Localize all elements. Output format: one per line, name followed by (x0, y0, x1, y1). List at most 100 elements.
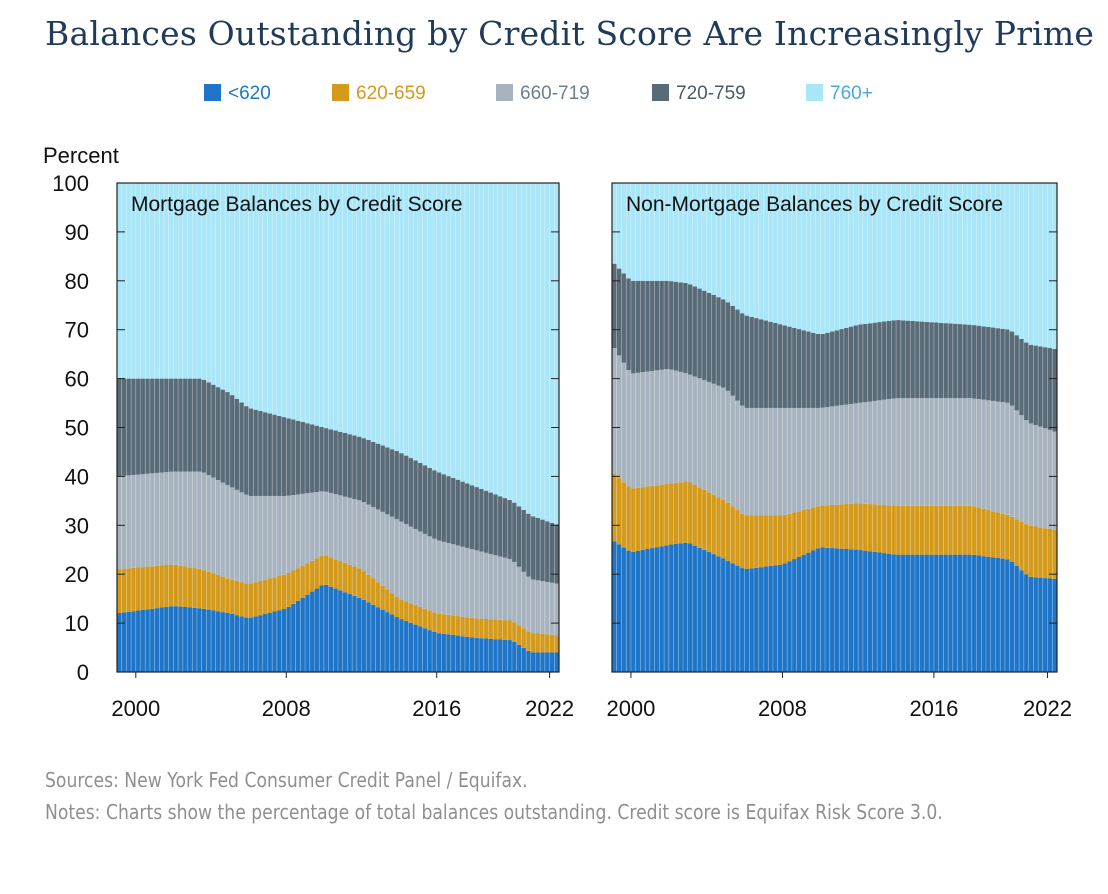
bar-segment (668, 183, 674, 282)
bar-segment (985, 510, 991, 557)
bar-segment (239, 402, 244, 493)
bar-segment (763, 566, 769, 672)
bar-segment (253, 616, 259, 672)
bar-segment (1042, 528, 1048, 579)
bar-segment (929, 398, 934, 506)
bar-segment (787, 326, 792, 408)
bar-segment (1038, 183, 1043, 347)
bar-segment (985, 400, 991, 511)
bar-segment (300, 565, 306, 598)
bar-segment (914, 183, 920, 322)
bar-segment (535, 580, 541, 634)
bar-segment (905, 554, 911, 672)
bar-segment (356, 597, 362, 672)
bar-segment (938, 398, 944, 506)
bar-segment (990, 400, 996, 512)
legend-swatch-720-759 (652, 84, 669, 101)
bar-segment (810, 550, 816, 672)
bar-segment (910, 183, 915, 321)
bar-segment (319, 183, 324, 427)
bar-segment (877, 322, 882, 401)
bar-segment (243, 183, 249, 407)
bar-segment (839, 329, 844, 406)
bar-segment (716, 556, 721, 672)
bar-segment (526, 576, 531, 632)
bar-segment (389, 516, 395, 594)
bar-segment (272, 183, 277, 415)
bar-segment (497, 556, 503, 620)
bar-segment (862, 323, 868, 403)
bar-segment (474, 550, 480, 619)
bar-segment (295, 600, 301, 672)
bar-segment (408, 603, 414, 623)
bar-segment (1047, 348, 1053, 430)
bar-segment (948, 398, 953, 506)
bar-segment (436, 540, 442, 614)
bar-segment (782, 407, 788, 515)
bar-segment (768, 183, 773, 322)
bar-segment (488, 492, 494, 555)
bar-segment (640, 183, 646, 281)
bar-segment (1047, 429, 1053, 529)
bar-segment (626, 183, 631, 279)
bar-segment (140, 567, 146, 610)
legend-swatch-760plus (806, 84, 823, 101)
bar-segment (749, 515, 755, 569)
bar-segment (900, 554, 906, 672)
bar-segment (981, 326, 986, 400)
bar-segment (464, 636, 470, 672)
bar-segment (375, 443, 381, 510)
bar-segment (436, 472, 442, 541)
bar-segment (540, 519, 545, 582)
bar-segment (645, 371, 650, 487)
bar-segment (488, 638, 494, 672)
bar-segment (1028, 183, 1034, 345)
bar-segment (168, 564, 174, 607)
bar-segment (891, 183, 897, 321)
bar-segment (858, 503, 863, 551)
bar-segment (154, 472, 160, 566)
bar-segment (178, 378, 183, 472)
bar-segment (914, 398, 920, 506)
legend-item-660-719: 660-719 (496, 82, 590, 106)
bar-segment (768, 515, 773, 566)
bar-segment (380, 445, 386, 512)
bar-segment (938, 322, 944, 399)
bar-segment (497, 639, 503, 672)
sources-note: Sources: New York Fed Consumer Credit Pa… (45, 768, 528, 792)
bar-segment (394, 183, 400, 452)
bar-segment (739, 313, 745, 406)
bar-segment (206, 475, 212, 572)
bar-segment (843, 504, 849, 549)
bar-segment (361, 438, 367, 503)
bar-segment (483, 183, 489, 491)
bar-segment (990, 511, 996, 558)
bar-segment (701, 290, 707, 381)
bar-segment (248, 408, 254, 496)
bar-segment (215, 183, 221, 388)
bar-segment (967, 505, 972, 555)
bar-segment (862, 402, 868, 504)
bar-segment (919, 183, 925, 322)
bar-segment (385, 447, 390, 515)
bar-segment (896, 183, 901, 321)
bar-segment (521, 628, 527, 648)
bar-segment (777, 515, 783, 565)
bar-segment (366, 183, 371, 441)
chart-title: Balances Outstanding by Credit Score Are… (45, 14, 1095, 53)
bar-segment (948, 505, 953, 555)
bar-segment (540, 652, 545, 672)
bar-segment (810, 183, 816, 333)
bar-segment (239, 616, 244, 672)
bar-segment (262, 183, 268, 413)
bar-segment (549, 582, 555, 635)
bar-segment (450, 477, 456, 545)
bar-segment (511, 641, 517, 672)
bar-segment (243, 617, 249, 672)
bar-segment (692, 376, 698, 485)
bar-segment (692, 484, 698, 546)
bar-segment (554, 524, 559, 584)
bar-segment (664, 484, 669, 546)
bar-segment (182, 607, 188, 672)
bar-segment (145, 378, 150, 474)
